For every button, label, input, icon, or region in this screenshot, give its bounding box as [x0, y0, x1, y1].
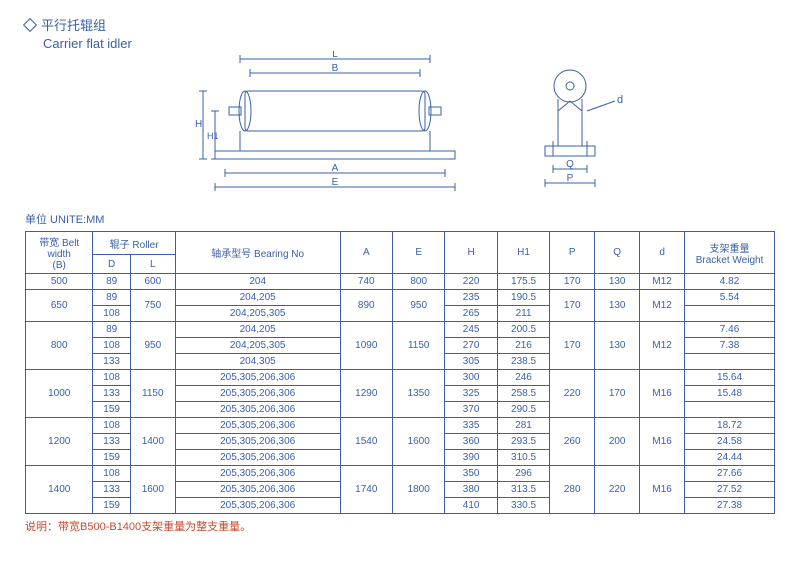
th-d: d: [640, 232, 685, 274]
svg-text:E: E: [332, 177, 339, 188]
th-h1: H1: [497, 232, 549, 274]
diagrams: L B H: [185, 51, 775, 201]
unit-label: 单位 UNITE:MM: [25, 211, 775, 227]
svg-text:B: B: [332, 63, 339, 74]
th-L: L: [130, 255, 175, 274]
th-e: E: [392, 232, 444, 274]
title: 平行托辊组: [25, 15, 775, 34]
th-bearing: 轴承型号 Bearing No: [175, 232, 340, 274]
th-roller: 辊子 Roller: [93, 232, 175, 255]
svg-text:P: P: [567, 173, 574, 184]
table-row: 50089600204740800220175.5170130M124.82: [26, 274, 775, 290]
svg-text:Q: Q: [566, 159, 574, 170]
note: 说明：带宽B500-B1400支架重量为整支重量。: [25, 518, 775, 534]
table-row: 12001081400205,305,206,30615401600335281…: [26, 418, 775, 434]
spec-table: 带宽 Belt width(B) 辊子 Roller 轴承型号 Bearing …: [25, 231, 775, 514]
svg-text:H1: H1: [207, 131, 219, 141]
th-belt-width: 带宽 Belt width(B): [26, 232, 93, 274]
th-D: D: [93, 255, 130, 274]
table-row: 80089950204,20510901150245200.5170130M12…: [26, 322, 775, 338]
th-weight: 支架重量Bracket Weight: [685, 232, 775, 274]
table-body: 50089600204740800220175.5170130M124.8265…: [26, 274, 775, 514]
front-diagram: L B H: [185, 51, 485, 201]
table-row: 65089750204,205890950235190.5170130M125.…: [26, 290, 775, 306]
side-diagram: d Q P: [525, 51, 635, 201]
svg-text:H: H: [195, 119, 202, 130]
th-q: Q: [595, 232, 640, 274]
th-h: H: [445, 232, 497, 274]
svg-text:d: d: [617, 94, 623, 106]
diamond-icon: [23, 17, 37, 31]
th-p: P: [550, 232, 595, 274]
svg-text:L: L: [332, 51, 338, 60]
title-cn: 平行托辊组: [41, 15, 106, 34]
table-row: 14001081600205,305,206,30617401800350296…: [26, 466, 775, 482]
th-a: A: [340, 232, 392, 274]
svg-text:A: A: [332, 163, 339, 174]
title-en: Carrier flat idler: [43, 36, 775, 51]
table-row: 10001081150205,305,206,30612901350300246…: [26, 370, 775, 386]
